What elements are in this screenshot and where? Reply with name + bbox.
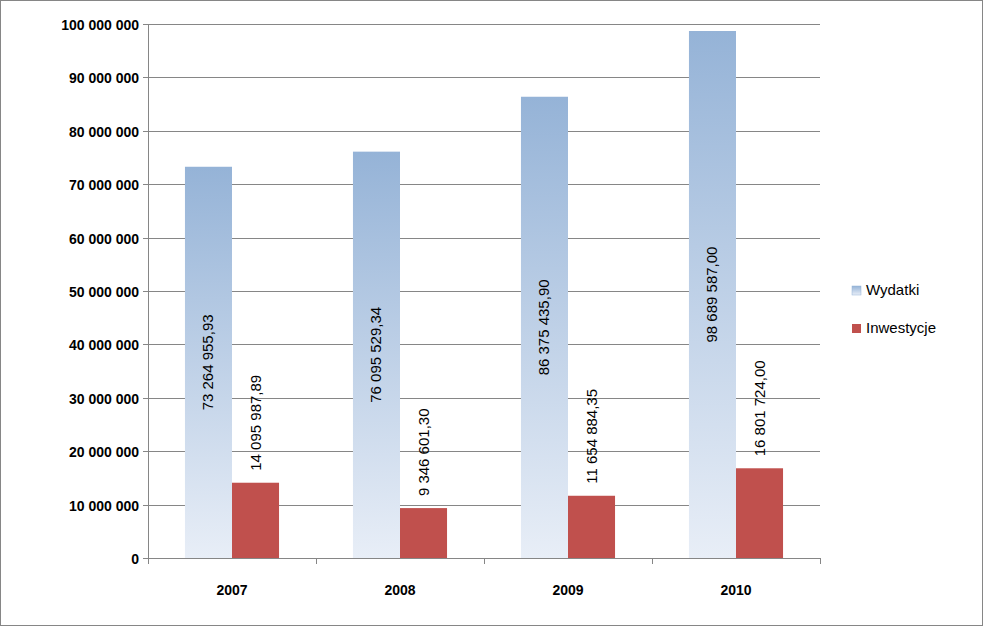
y-tick	[143, 398, 148, 399]
y-tick	[143, 505, 148, 506]
y-tick-label: 40 000 000	[69, 337, 139, 353]
y-tick-label: 30 000 000	[69, 391, 139, 407]
data-labels: 73 264 955,93 76 095 529,34 86 375 435,90 9…	[199, 247, 767, 497]
x-tick	[316, 558, 317, 564]
bar	[353, 152, 400, 558]
x-tick-label: 2009	[552, 582, 583, 598]
y-tick	[143, 131, 148, 132]
bar	[185, 167, 232, 558]
y-tick	[143, 291, 148, 292]
y-tick-label: 70 000 000	[69, 177, 139, 193]
bar	[400, 508, 447, 558]
legend-swatch	[852, 286, 861, 295]
grid	[148, 25, 820, 559]
y-tick-label: 20 000 000	[69, 444, 139, 460]
data-label: 86 375 435,90	[535, 279, 552, 375]
x-tick	[820, 558, 821, 564]
chart-frame	[1, 1, 983, 626]
data-label: 76 095 529,34	[367, 307, 384, 403]
x-tick-label: 2010	[720, 582, 751, 598]
y-tick-label: 60 000 000	[69, 231, 139, 247]
x-tick	[484, 558, 485, 564]
y-tick-label: 80 000 000	[69, 124, 139, 140]
y-tick	[143, 77, 148, 78]
legend-swatch	[852, 324, 861, 333]
axes: 0 10 000 000 20 000 000 30 000 000 40 000 00…	[61, 17, 820, 599]
y-tick-label: 100 000 000	[61, 17, 139, 33]
y-tick-label: 90 000 000	[69, 70, 139, 86]
bar	[568, 496, 615, 558]
x-tick	[148, 558, 149, 564]
page-body: {"chart_data": { "type": "bar", "categor…	[0, 0, 983, 626]
legend-label: Wydatki	[866, 281, 919, 298]
chart-svg: 0 10 000 000 20 000 000 30 000 000 40 000 00…	[0, 0, 983, 626]
y-tick	[143, 344, 148, 345]
data-label: 9 346 601,30	[415, 408, 432, 496]
y-tick-label: 10 000 000	[69, 498, 139, 514]
chart-container: 0 10 000 000 20 000 000 30 000 000 40 000 00…	[0, 0, 983, 626]
bar	[232, 483, 279, 558]
y-tick	[143, 558, 148, 559]
data-label: 73 264 955,93	[199, 314, 216, 410]
x-tick	[652, 558, 653, 564]
bar	[689, 31, 736, 558]
bars	[185, 31, 783, 558]
x-tick-label: 2008	[384, 582, 415, 598]
y-tick-label: 0	[131, 551, 139, 567]
y-tick	[143, 451, 148, 452]
data-label: 14 095 987,89	[247, 375, 264, 471]
data-label: 16 801 724,00	[751, 360, 768, 456]
y-tick	[143, 24, 148, 25]
legend: Wydatki Inwestycje	[852, 281, 936, 336]
x-tick-label: 2007	[216, 582, 247, 598]
y-axis-line	[148, 24, 149, 558]
bar	[521, 97, 568, 558]
data-label: 98 689 587,00	[703, 247, 720, 343]
data-label: 11 654 884,35	[583, 389, 600, 484]
grid-line	[148, 24, 820, 25]
legend-label: Inwestycje	[866, 319, 936, 336]
page: Wydatki i inwestycje html, body { margin…	[0, 0, 983, 626]
y-tick	[143, 238, 148, 239]
y-tick	[143, 184, 148, 185]
bar	[736, 468, 783, 558]
y-tick-label: 50 000 000	[69, 284, 139, 300]
